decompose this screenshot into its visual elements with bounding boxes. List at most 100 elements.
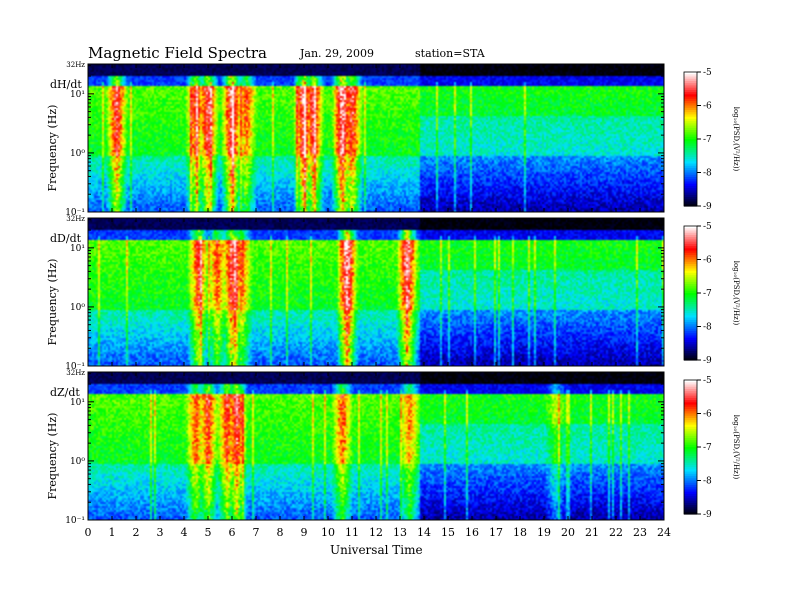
colorbar-cell [684, 511, 697, 515]
colorbar-cell [684, 228, 697, 232]
x-tick-label: 24 [657, 526, 671, 539]
colorbar-cell [684, 288, 697, 292]
colorbar-tick-label: -7 [703, 135, 712, 145]
colorbar-cell [684, 152, 697, 156]
colorbar-cell [684, 170, 697, 174]
colorbar-cell [684, 143, 697, 147]
colorbar-tick-label: -9 [703, 356, 712, 366]
colorbar-cell [684, 348, 697, 352]
colorbar-cell [684, 199, 697, 203]
x-tick-label: 23 [633, 526, 647, 539]
colorbar-cell [684, 121, 697, 124]
colorbar-cell [684, 451, 697, 455]
colorbar-cell [684, 337, 697, 341]
colorbar-cell [684, 103, 697, 107]
colorbar-cell [684, 384, 697, 388]
colorbar-cell [684, 326, 697, 330]
colorbar-cell [684, 107, 697, 111]
colorbar-cell [684, 473, 697, 477]
colorbar-cell [684, 96, 697, 100]
y-tick-label: 10⁰ [70, 457, 85, 467]
colorbar-cell [684, 380, 697, 383]
colorbar-cell [684, 435, 697, 439]
colorbar-cell [684, 395, 697, 399]
colorbar-tick-label: -5 [703, 222, 712, 232]
colorbar-cell [684, 130, 697, 133]
colorbar-cell [684, 397, 697, 401]
colorbar-cell [684, 159, 697, 162]
colorbar-cell [684, 270, 697, 274]
x-tick-label: 21 [585, 526, 599, 539]
colorbar-cell [684, 388, 697, 392]
colorbar-cell [684, 136, 697, 140]
colorbar-cell [684, 150, 697, 153]
colorbar-cell [684, 498, 697, 502]
y-tick-label: 10¹ [70, 244, 85, 254]
x-tick-label: 19 [537, 526, 551, 539]
colorbar-cell [684, 484, 697, 488]
colorbar-cell [684, 165, 697, 169]
colorbar-tick-label: -5 [703, 68, 712, 78]
colorbar-cell [684, 339, 697, 343]
colorbar-cell [684, 83, 697, 86]
colorbar-cell [684, 509, 697, 513]
colorbar-cell [684, 460, 697, 464]
colorbar-cell [684, 89, 697, 93]
colorbar-cell [684, 172, 697, 176]
colorbar-cell [684, 163, 697, 167]
panel-component-label: dH/dt [50, 78, 82, 91]
colorbar-cell [684, 382, 697, 386]
figure-title: Magnetic Field Spectra [88, 44, 267, 62]
colorbar-cell [684, 442, 697, 446]
colorbar-cell [684, 433, 697, 437]
colorbar-cell [684, 94, 697, 98]
x-tick-label: 18 [513, 526, 527, 539]
colorbar-cell [684, 317, 697, 321]
colorbar-cell [684, 279, 697, 283]
colorbar-cell [684, 78, 697, 82]
x-tick-label: 11 [345, 526, 359, 539]
colorbar-cell [684, 449, 697, 453]
colorbars: -5 -6 -7 -8 -9 log₁₀(PSD,(V²/Hz)) -5 -6 -7 -8 -9 lo… [683, 68, 740, 520]
colorbar-cell [684, 420, 697, 424]
colorbar-cell [684, 471, 697, 475]
colorbar-cell [684, 386, 697, 390]
colorbar-cell [684, 444, 697, 448]
colorbar-cell [684, 174, 697, 178]
colorbar-cell [684, 277, 697, 281]
colorbar-tick-label: -8 [703, 323, 712, 333]
colorbar-cell [684, 141, 697, 145]
colorbar-cell [684, 299, 697, 303]
date-label: Jan. 29, 2009 [300, 47, 375, 60]
colorbar-cell [684, 422, 697, 426]
colorbar-cell [684, 342, 697, 345]
colorbar-tick-label: -6 [703, 410, 712, 420]
colorbar-cell [684, 404, 697, 408]
colorbar-cell [684, 237, 697, 240]
x-tick-label: 8 [277, 526, 284, 539]
colorbar-cell [684, 284, 697, 287]
y-tick-label: 10⁻¹ [65, 516, 85, 526]
colorbar-cell [684, 415, 697, 419]
y-axis-label: Frequency (Hz) [46, 105, 59, 192]
colorbar-cell [684, 355, 697, 359]
y-axis-label: Frequency (Hz) [46, 259, 59, 346]
colorbar-cell [684, 438, 697, 441]
x-tick-label: 17 [489, 526, 503, 539]
colorbar-cell [684, 201, 697, 205]
panel-component-label: dZ/dt [50, 386, 80, 399]
colorbar-cell [684, 179, 697, 183]
colorbar-cell [684, 424, 697, 428]
colorbar-cell [684, 139, 697, 142]
colorbar-cell [684, 241, 697, 245]
spectrogram-image-2 [88, 218, 664, 366]
axes-layer: 10⁻¹ 10⁰ 10¹ 32Hz dH/dt Frequency (Hz) 10⁻¹ 10⁰… [46, 61, 671, 539]
colorbar-cell [684, 116, 697, 120]
colorbar-tick-label: -9 [703, 202, 712, 212]
colorbar-cell [684, 293, 697, 296]
colorbar-cell [684, 301, 697, 305]
colorbar-cell [684, 85, 697, 89]
colorbar-cell [684, 351, 697, 354]
colorbar-cell [684, 134, 697, 138]
